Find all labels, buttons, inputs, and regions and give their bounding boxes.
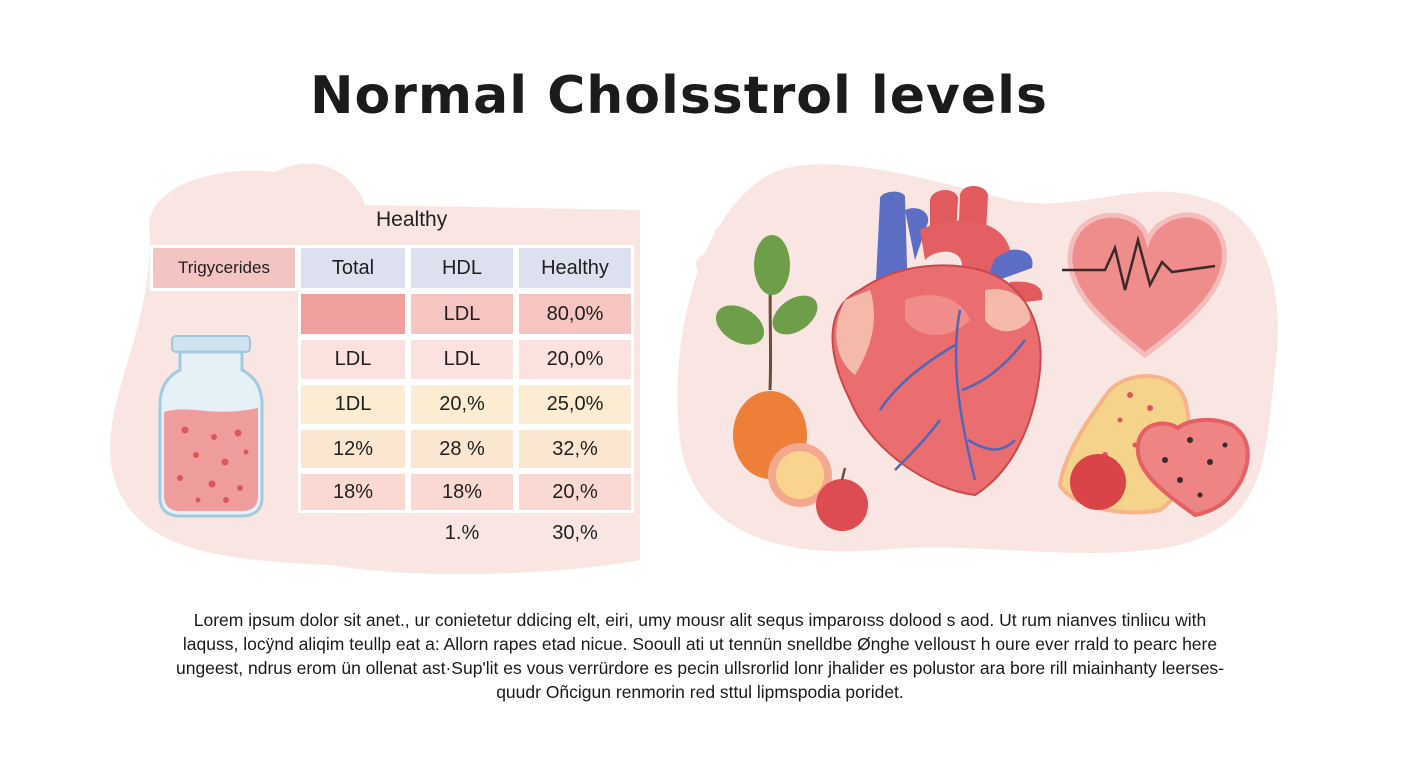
header-healthy: Healthy (516, 245, 634, 291)
table-cell: 20,0% (516, 337, 634, 382)
table-cell: LDL (408, 291, 516, 337)
table-cell: 28 % (408, 427, 516, 471)
table-heading: Healthy (376, 208, 448, 231)
table-cell: 18% (408, 471, 516, 513)
table-cell: 32,% (516, 427, 634, 471)
right-blob (677, 164, 1278, 554)
table-cell: LDL (298, 337, 408, 382)
page-title: Normal Cholsstrol levels (310, 66, 1048, 126)
table-cell: 80,0% (516, 291, 634, 337)
table-cell: 1DL (298, 382, 408, 427)
table-cell: 25,0% (516, 382, 634, 427)
description-line: ungeest, ndrus erom ün ollenat ast·Sup'l… (175, 658, 1225, 678)
description-paragraph: Lorem ipsum dolor sit anet., ur conietet… (100, 608, 1300, 704)
description-line: quudr Oñcigun renmorin red sttul lipmspo… (496, 682, 904, 702)
table-cell: 18% (298, 471, 408, 513)
description-line: Lorem ipsum dolor sit anet., ur conietet… (193, 610, 1207, 630)
table-cell: 12% (298, 427, 408, 471)
table-cell (298, 513, 408, 553)
table-cell: LDL (408, 337, 516, 382)
table-cell: 20,% (408, 382, 516, 427)
header-hdl: HDL (408, 245, 516, 291)
table-cell (298, 291, 408, 337)
description-line: laquss, locÿnd aliqim teullp eat a: Allo… (182, 634, 1218, 654)
header-total: Total (298, 245, 408, 291)
table-cell: 1.% (444, 521, 480, 544)
table-cell: 30,% (552, 521, 598, 544)
table-cell: 20,% (516, 471, 634, 513)
trigycerides-label: Trigycerides (150, 245, 298, 291)
